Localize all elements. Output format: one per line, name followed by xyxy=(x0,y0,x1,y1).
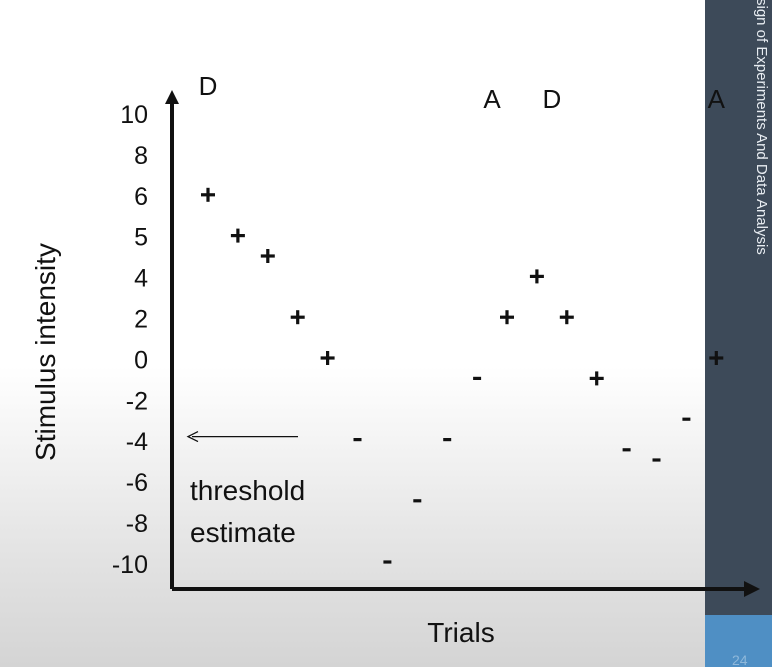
y-tick-label: 0 xyxy=(134,346,148,374)
plus-mark xyxy=(290,310,305,325)
y-tick-label: 4 xyxy=(134,265,148,293)
y-tick-label: -10 xyxy=(112,551,148,579)
x-axis-arrowhead xyxy=(744,581,760,597)
y-tick-label: -4 xyxy=(126,428,148,456)
y-tick-labels: 10 8 6 5 4 2 0 -2 -4 -6 -8 -10 xyxy=(112,101,148,579)
sidebar-course-title: sign of Experiments And Data Analysis xyxy=(753,0,770,255)
plus-mark xyxy=(230,228,245,243)
plus-mark xyxy=(529,269,544,284)
sidebar-footer xyxy=(705,615,772,667)
y-tick-label: 8 xyxy=(134,142,148,170)
chart-axes xyxy=(165,90,760,597)
slide-sidebar xyxy=(705,0,772,615)
data-marks xyxy=(201,187,724,564)
direction-label: A xyxy=(708,84,726,114)
y-tick-label: -2 xyxy=(126,387,148,415)
y-tick-label: -6 xyxy=(126,469,148,497)
threshold-annotation-text: threshold xyxy=(190,475,305,506)
plus-mark xyxy=(589,371,604,386)
threshold-annotation-text: estimate xyxy=(190,517,296,548)
y-tick-label: 10 xyxy=(120,101,148,129)
y-tick-label: -8 xyxy=(126,510,148,538)
plus-mark xyxy=(709,351,724,365)
threshold-arrowhead xyxy=(186,431,199,443)
slide-page-number: 24 xyxy=(732,652,748,668)
y-tick-label: 2 xyxy=(134,306,148,334)
direction-label: D xyxy=(542,84,561,114)
plus-mark xyxy=(320,351,335,365)
threshold-annotation: threshold estimate xyxy=(186,431,305,548)
plus-mark xyxy=(201,187,215,202)
plus-mark xyxy=(559,310,574,325)
y-axis-label: Stimulus intensity xyxy=(30,243,61,461)
y-tick-label: 5 xyxy=(134,224,148,252)
direction-label: A xyxy=(483,84,501,114)
y-tick-label: 6 xyxy=(134,183,148,211)
y-axis-arrowhead xyxy=(165,90,179,104)
plus-mark xyxy=(260,249,275,263)
x-axis-label: Trials xyxy=(427,617,494,648)
direction-label: D xyxy=(199,71,218,101)
plus-mark xyxy=(500,310,514,325)
